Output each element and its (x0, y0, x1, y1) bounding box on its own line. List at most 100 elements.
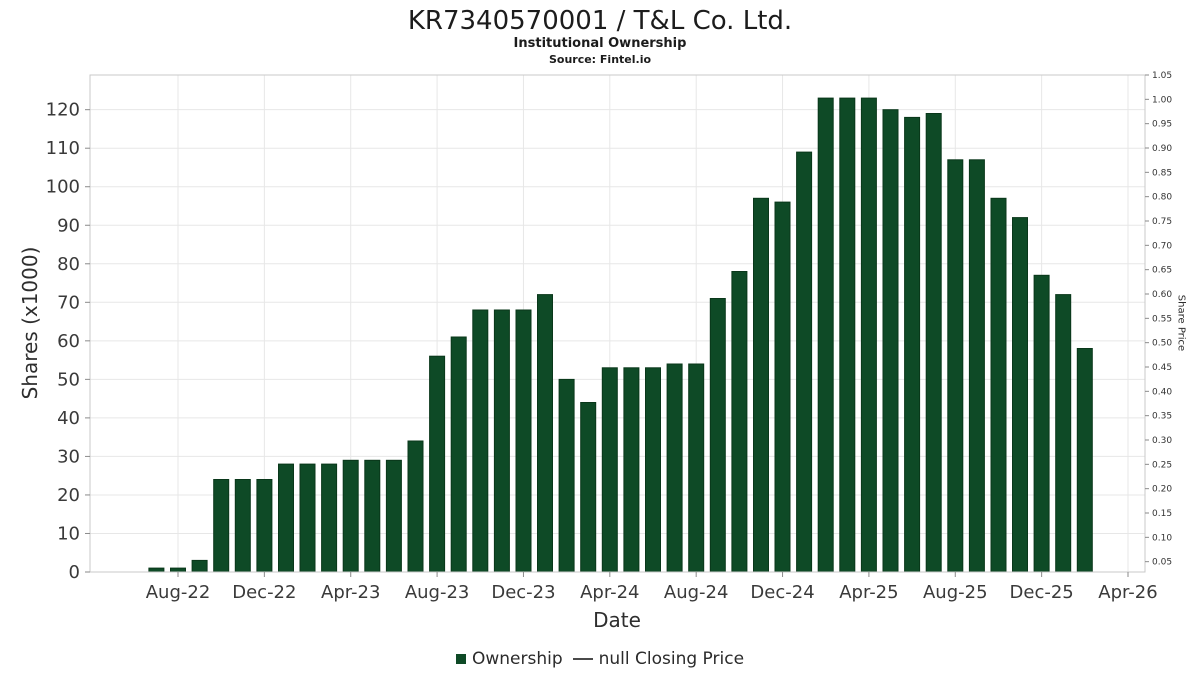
ownership-bar (623, 367, 640, 573)
left-axis-tick-label: 110 (46, 138, 80, 159)
ownership-bar (990, 197, 1007, 573)
right-axis-tick-label: 0.25 (1152, 460, 1172, 470)
x-axis-tick-label: Aug-22 (146, 582, 211, 603)
ownership-bar (839, 97, 856, 573)
ownership-bar (968, 159, 985, 573)
left-axis-tick-label: 120 (46, 100, 80, 121)
legend-ownership-label: Ownership (471, 649, 563, 669)
right-axis-tick-label: 0.90 (1152, 144, 1172, 154)
ownership-bar (515, 309, 532, 573)
right-axis-tick-label: 0.95 (1152, 120, 1172, 130)
ownership-bar (493, 309, 510, 573)
ownership-bar (170, 567, 186, 573)
x-axis-tick-label: Apr-24 (580, 582, 639, 603)
legend-item-ownership: Ownership (455, 649, 563, 669)
ownership-bar (213, 479, 230, 573)
ownership-bar (645, 367, 661, 573)
ownership-bar (753, 197, 769, 573)
ownership-bar (904, 116, 921, 573)
chart-title: KR7340570001 / T&L Co. Ltd. (407, 6, 793, 36)
right-axis-tick-label: 0.50 (1152, 339, 1172, 349)
left-axis-tick-label: 40 (57, 408, 80, 429)
ownership-bar (342, 459, 359, 573)
ownership-bar (709, 298, 726, 573)
ownership-bar (256, 479, 273, 573)
ownership-bar (666, 363, 683, 573)
ownership-bar (882, 109, 899, 573)
left-axis-tick-label: 50 (57, 369, 80, 390)
ownership-bar (1012, 217, 1028, 573)
ownership-bar (191, 559, 208, 573)
right-axis-tick-label: 0.30 (1152, 436, 1172, 446)
ownership-bar (731, 271, 748, 573)
x-axis-tick-label: Aug-24 (664, 582, 729, 603)
ownership-bar (925, 113, 942, 573)
left-axis-tick-label: 70 (57, 292, 80, 313)
x-axis-tick-label: Apr-25 (839, 582, 898, 603)
x-axis-tick-label: Apr-26 (1098, 582, 1157, 603)
right-axis-tick-label: 0.80 (1152, 193, 1172, 203)
legend: Ownership null Closing Price (0, 649, 1200, 669)
chart-subtitle: Institutional Ownership (513, 36, 687, 51)
ownership-bar (429, 355, 446, 573)
right-axis-tick-label: 0.05 (1152, 558, 1172, 568)
y-axis-label-right: Share Price (1175, 294, 1187, 352)
x-axis-tick-label: Dec-23 (491, 582, 555, 603)
ownership-bar (299, 463, 316, 573)
plot-border (89, 74, 1146, 573)
right-axis-tick-label: 1.00 (1152, 95, 1172, 105)
right-axis-tick-label: 1.05 (1152, 71, 1172, 81)
ownership-bar (148, 567, 165, 573)
ownership-bar (688, 363, 705, 573)
right-axis-tick-label: 0.60 (1152, 290, 1172, 300)
x-axis-tick-label: Dec-22 (232, 582, 296, 603)
right-axis-tick-label: 0.10 (1152, 533, 1172, 543)
price-line-icon (572, 658, 593, 660)
x-axis-tick-label: Aug-23 (405, 582, 470, 603)
ownership-bar (774, 201, 791, 573)
legend-price-label: null Closing Price (598, 649, 745, 669)
ownership-bar (321, 463, 338, 573)
left-axis-tick-label: 60 (57, 331, 80, 352)
right-axis-tick-label: 0.35 (1152, 412, 1172, 422)
ownership-bar (364, 459, 381, 573)
right-axis-tick-label: 0.55 (1152, 314, 1172, 324)
ownership-bar (796, 151, 813, 573)
ownership-bar (278, 463, 294, 573)
ownership-bar (1033, 274, 1050, 573)
x-axis-label: Date (593, 608, 641, 632)
right-axis-tick-label: 0.20 (1152, 485, 1172, 495)
right-axis-tick-label: 0.40 (1152, 387, 1172, 397)
left-axis-tick-label: 20 (57, 485, 80, 506)
x-axis-tick-label: Dec-24 (750, 582, 814, 603)
right-axis-tick-label: 0.15 (1152, 509, 1172, 519)
right-axis-tick-label: 0.75 (1152, 217, 1172, 227)
x-axis-tick-label: Aug-25 (923, 582, 988, 603)
ownership-bar (580, 402, 597, 573)
x-axis-tick-label: Dec-25 (1010, 582, 1074, 603)
ownership-bar (817, 97, 834, 573)
left-axis-tick-label: 100 (46, 177, 80, 198)
right-axis-tick-label: 0.85 (1152, 168, 1172, 178)
chart-source: Source: Fintel.io (548, 53, 652, 66)
left-axis-tick-label: 80 (57, 254, 80, 275)
legend-item-closing-price: null Closing Price (572, 649, 745, 669)
right-axis-tick-label: 0.45 (1152, 363, 1172, 373)
ownership-swatch-icon (455, 654, 466, 664)
ownership-bar (385, 459, 402, 573)
left-axis-tick-label: 0 (69, 562, 80, 583)
y-axis-label-left: Shares (x1000) (18, 246, 42, 400)
ownership-bar (537, 294, 553, 573)
ownership-bar (860, 97, 877, 573)
x-axis-tick-label: Apr-23 (321, 582, 380, 603)
left-axis-tick-label: 10 (57, 523, 80, 544)
left-axis-tick-label: 90 (57, 215, 80, 236)
right-axis-tick-label: 0.70 (1152, 241, 1172, 251)
right-axis-tick-label: 0.65 (1152, 266, 1172, 276)
ownership-bar (1055, 294, 1072, 573)
ownership-bar (450, 336, 467, 573)
ownership-bar (407, 440, 424, 573)
left-axis-tick-label: 30 (57, 446, 80, 467)
